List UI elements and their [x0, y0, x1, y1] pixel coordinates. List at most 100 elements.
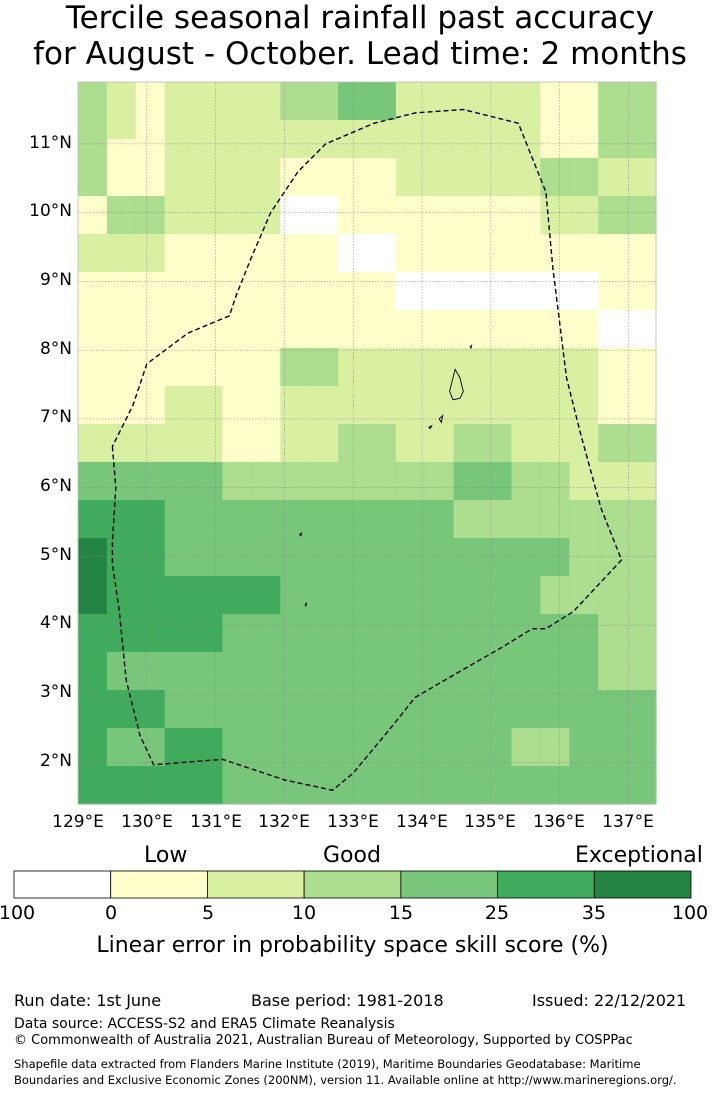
- grid-cell: [482, 120, 513, 140]
- grid-cell: [482, 348, 513, 368]
- grid-cell: [395, 785, 426, 805]
- grid-cell: [395, 747, 426, 767]
- grid-cell: [280, 538, 310, 558]
- grid-cell: [222, 443, 252, 463]
- grid-cell: [395, 633, 426, 653]
- grid-cell: [193, 234, 224, 254]
- grid-cell: [453, 519, 484, 539]
- grid-cell: [482, 443, 513, 463]
- grid-cell: [193, 462, 224, 482]
- grid-cell: [540, 310, 570, 330]
- grid-cell: [511, 671, 541, 691]
- grid-cell: [598, 519, 628, 539]
- grid-cell: [367, 291, 397, 311]
- grid-cell: [482, 652, 513, 672]
- grid-cell: [78, 101, 108, 121]
- grid-cell: [338, 101, 368, 121]
- grid-cell: [627, 557, 657, 577]
- grid-cell: [395, 595, 426, 615]
- grid-cell: [482, 215, 513, 235]
- grid-cell: [309, 424, 339, 444]
- grid-cell: [511, 196, 541, 216]
- grid-cell: [106, 443, 137, 463]
- grid-cell: [367, 234, 397, 254]
- grid-cell: [540, 82, 570, 102]
- lat-label-11n: 11°N: [29, 133, 72, 153]
- grid-cell: [540, 424, 570, 444]
- grid-cell: [164, 120, 195, 140]
- grid-cell: [627, 272, 657, 292]
- grid-cell: [482, 101, 513, 121]
- grid-cell: [135, 215, 166, 235]
- grid-cell: [309, 101, 339, 121]
- colorbar-tick-label: 100: [671, 902, 709, 924]
- grid-cell: [193, 728, 224, 748]
- grid-cell: [251, 519, 281, 539]
- grid-cell: [251, 690, 281, 710]
- grid-cell: [251, 367, 281, 387]
- grid-cell: [367, 310, 397, 330]
- grid-cell: [78, 614, 108, 634]
- grid-cell: [395, 139, 426, 159]
- grid-cell: [106, 272, 137, 292]
- grid-cell: [627, 82, 657, 102]
- grid-cell: [511, 462, 541, 482]
- grid-cell: [367, 443, 397, 463]
- grid-cell: [453, 272, 484, 292]
- grid-cell: [78, 652, 108, 672]
- grid-cell: [338, 728, 368, 748]
- grid-cell: [598, 367, 628, 387]
- grid-cell: [280, 595, 310, 615]
- colorbar-tick-label: 25: [484, 902, 510, 924]
- grid-cell: [569, 215, 599, 235]
- grid-cell: [222, 424, 252, 444]
- grid-cell: [627, 766, 657, 786]
- grid-cell: [280, 728, 310, 748]
- grid-cell: [222, 557, 252, 577]
- grid-cell: [338, 82, 368, 102]
- grid-cell: [482, 291, 513, 311]
- grid-cell: [338, 253, 368, 273]
- grid-cell: [164, 747, 195, 767]
- grid-cell: [598, 177, 628, 197]
- grid-cell: [222, 253, 252, 273]
- grid-cell: [309, 310, 339, 330]
- grid-cell: [222, 728, 252, 748]
- grid-cell: [511, 82, 541, 102]
- grid-cell: [164, 329, 195, 349]
- grid-cell: [135, 405, 166, 425]
- grid-cell: [338, 272, 368, 292]
- grid-cell: [309, 291, 339, 311]
- grid-cell: [598, 215, 628, 235]
- grid-cell: [569, 709, 599, 729]
- grid-cell: [106, 405, 137, 425]
- lon-label-129e: 129°E: [52, 812, 104, 832]
- grid-cell: [598, 709, 628, 729]
- grid-cell: [251, 101, 281, 121]
- grid-cell: [338, 215, 368, 235]
- grid-cell: [164, 272, 195, 292]
- grid-cell: [395, 405, 426, 425]
- grid-cell: [482, 386, 513, 406]
- grid-cell: [540, 557, 570, 577]
- grid-cell: [78, 443, 108, 463]
- grid-cell: [78, 348, 108, 368]
- grid-cell: [424, 538, 455, 558]
- grid-cell: [280, 272, 310, 292]
- grid-cell: [598, 139, 628, 159]
- grid-cell: [569, 253, 599, 273]
- grid-cell: [280, 291, 310, 311]
- grid-cell: [280, 215, 310, 235]
- grid-cell: [222, 709, 252, 729]
- grid-cell: [135, 139, 166, 159]
- grid-cell: [251, 82, 281, 102]
- grid-cell: [78, 481, 108, 501]
- lon-label-134e: 134°E: [396, 812, 448, 832]
- grid-cell: [395, 500, 426, 520]
- grid-cell: [540, 519, 570, 539]
- grid-cell: [193, 196, 224, 216]
- grid-cell: [627, 538, 657, 558]
- grid-cell: [135, 120, 166, 140]
- grid-cell: [222, 101, 252, 121]
- grid-cell: [78, 253, 108, 273]
